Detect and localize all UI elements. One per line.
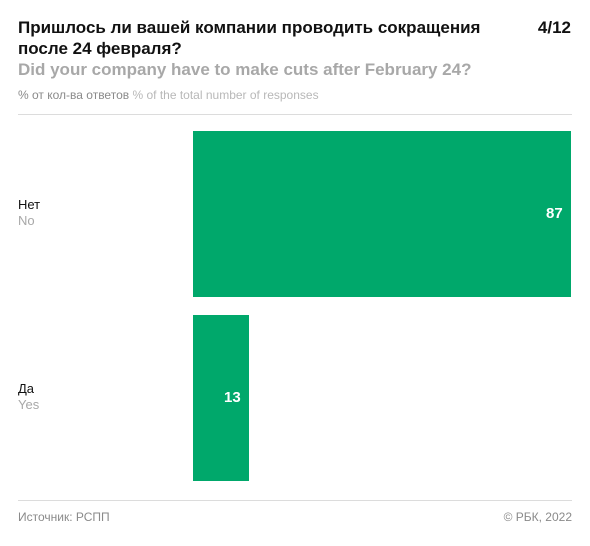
units-note-en: % of the total number of responses — [132, 88, 319, 102]
category-label-no: Нет No — [18, 197, 40, 229]
chart-title-ru: Пришлось ли вашей компании проводить сок… — [18, 18, 481, 58]
slide-counter: 4/12 — [537, 18, 571, 37]
category-label-en: No — [18, 213, 35, 228]
units-note-ru: % от кол-ва ответов — [18, 88, 130, 102]
copyright-note: © РБК, 2022 — [503, 510, 572, 524]
bar-value-label-no: 87 — [546, 205, 563, 222]
bar-no — [193, 131, 571, 297]
units-note: % от кол-ва ответов % of the total numbe… — [18, 88, 319, 102]
category-label-yes: Да Yes — [18, 381, 39, 413]
source-note: Источник: РСПП — [18, 510, 110, 524]
top-divider — [18, 114, 572, 115]
chart-title-en: Did your company have to make cuts after… — [18, 60, 472, 79]
category-label-en: Yes — [18, 397, 40, 412]
category-label-ru: Нет — [18, 197, 41, 212]
bar-yes — [193, 315, 249, 481]
category-label-ru: Да — [18, 381, 35, 396]
bottom-divider — [18, 500, 572, 501]
bar-value-label-yes: 13 — [224, 389, 241, 406]
